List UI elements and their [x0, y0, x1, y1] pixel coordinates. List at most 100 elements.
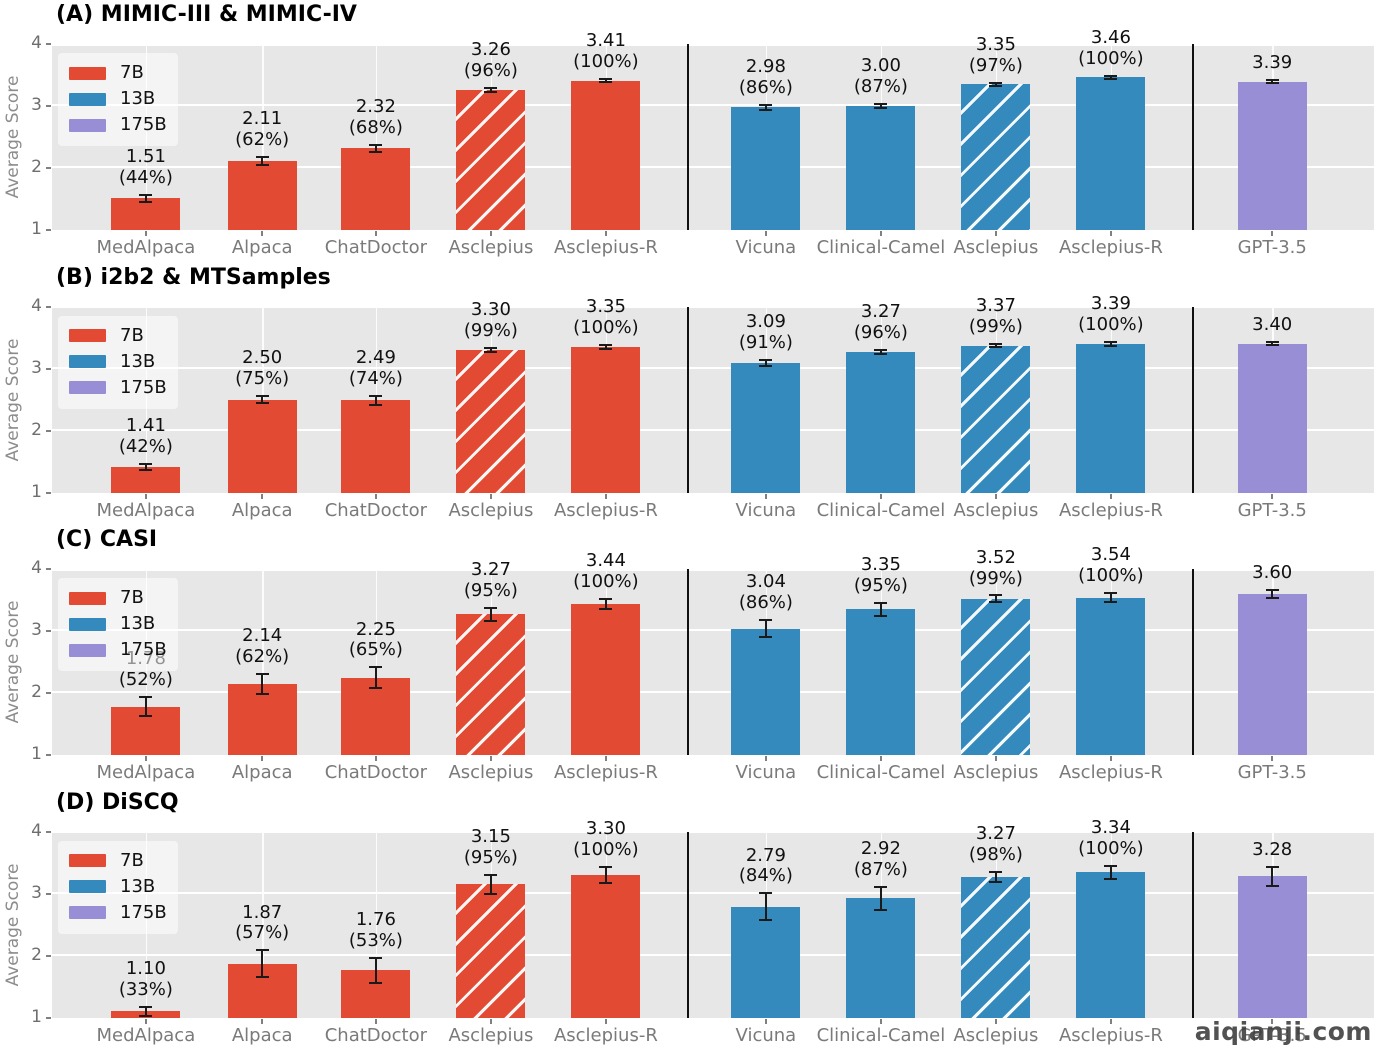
legend-label: 175B — [120, 114, 167, 135]
error-bar-cap-top — [484, 346, 498, 349]
bar-percent: (100%) — [1078, 314, 1144, 336]
bar-value-label: 2.32 (68%) — [349, 96, 403, 139]
error-bar-line — [489, 86, 492, 93]
y-tick-label: 4 — [31, 820, 42, 841]
error-bar-line — [994, 81, 997, 87]
error-bar-cap-top — [369, 394, 383, 397]
bar-value: 3.34 — [1090, 817, 1131, 839]
bar-value-label: 2.49 (74%) — [349, 346, 403, 390]
error-bar-line — [879, 886, 882, 911]
legend-swatch-7b — [69, 854, 106, 867]
error-bar-cap-bottom — [874, 107, 888, 110]
error-bar-cap-top — [1265, 341, 1279, 344]
legend-swatch-13b — [69, 92, 106, 106]
error-bar-cap-top — [874, 886, 888, 889]
x-tick-mark — [374, 493, 377, 499]
x-tick-mark — [764, 493, 767, 499]
error-bar — [874, 886, 888, 911]
error-bar-cap-bottom — [139, 469, 153, 472]
bar-percent: (86%) — [738, 592, 793, 614]
x-tick-label: MedAlpaca — [96, 1024, 196, 1046]
grid-line-vertical — [375, 831, 378, 1018]
x-tick-label: Asclepius — [448, 499, 534, 521]
error-bar-cap-top — [1265, 865, 1279, 868]
error-bar-cap-bottom — [255, 164, 269, 167]
error-bar-line — [489, 346, 492, 353]
error-bar-cap-bottom — [989, 880, 1003, 883]
error-bar-cap-bottom — [874, 352, 888, 355]
bar-clinical-camel — [846, 106, 916, 230]
bar-value: 3.39 — [1252, 52, 1293, 74]
error-bar-cap-bottom — [759, 364, 773, 367]
bar-percent: (95%) — [853, 575, 908, 596]
bar-percent: (100%) — [573, 838, 639, 860]
error-bar-cap-bottom — [255, 693, 269, 696]
bar-value: 3.28 — [1252, 838, 1293, 860]
x-tick-mark — [879, 493, 882, 499]
plot-area: 1.51 (44%) MedAlpaca 2.11 (62%) Alpaca 2.32 (68… — [52, 27, 1374, 258]
error-bar-line — [994, 594, 997, 604]
legend-swatch-175b — [69, 906, 106, 919]
error-bar-line — [764, 359, 767, 367]
x-tick-label: MedAlpaca — [96, 237, 196, 258]
bar-clinical-camel — [846, 351, 916, 493]
y-tick-label: 1 — [31, 1006, 42, 1027]
bar-percent: (62%) — [235, 646, 290, 668]
error-bar-line — [489, 873, 492, 895]
bar-percent: (42%) — [118, 435, 173, 457]
bar-value: 2.49 — [355, 346, 396, 368]
x-tick-mark — [144, 756, 147, 761]
error-bar-cap-top — [1104, 591, 1118, 594]
error-bar — [989, 343, 1003, 349]
bar-asclepius — [961, 598, 1031, 755]
error-bar-cap-top — [599, 865, 613, 868]
error-bar — [1104, 341, 1118, 348]
bar-percent: (99%) — [968, 567, 1023, 589]
error-bar-line — [1271, 79, 1274, 85]
error-bar-line — [261, 156, 264, 167]
bar-percent: (53%) — [348, 929, 403, 951]
bar-value-label: 1.41 (42%) — [118, 415, 173, 458]
error-bar-cap-bottom — [139, 715, 153, 718]
error-bar-cap-bottom — [1265, 596, 1279, 599]
error-bar — [1265, 341, 1279, 347]
bar-value: 3.30 — [585, 817, 626, 839]
bar-value-label: 2.11 (62%) — [235, 109, 289, 151]
x-tick-label: Asclepius — [448, 762, 534, 783]
error-bar-line — [764, 619, 767, 638]
bar-percent: (87%) — [853, 76, 908, 98]
error-bar-cap-bottom — [759, 918, 773, 921]
error-bar-cap-bottom — [484, 619, 498, 622]
error-bar-cap-bottom — [1265, 82, 1279, 85]
x-tick-label: Asclepius-R — [1058, 499, 1163, 521]
error-bar-cap-bottom — [874, 614, 888, 617]
legend-entry-13b: 13B — [69, 86, 167, 112]
error-bar-cap-bottom — [759, 635, 773, 638]
error-bar-cap-top — [759, 359, 773, 362]
bar-value-label: 2.14 (62%) — [235, 626, 289, 668]
bar-value: 3.41 — [585, 30, 626, 52]
x-tick-label: Asclepius-R — [553, 499, 658, 521]
bar-percent: (96%) — [853, 321, 908, 343]
error-bar-line — [144, 696, 147, 718]
error-bar-cap-top — [255, 156, 269, 159]
legend-entry-7b: 7B — [69, 60, 167, 86]
bar-value-label: 1.87 (57%) — [235, 902, 289, 945]
error-bar-cap-bottom — [989, 84, 1003, 87]
y-tick-label: 3 — [31, 882, 42, 903]
bar-asclepius-r — [571, 874, 641, 1018]
bar-percent: (62%) — [235, 129, 290, 151]
error-bar-cap-top — [484, 873, 498, 876]
error-bar — [989, 81, 1003, 87]
bar-value: 3.35 — [860, 554, 901, 576]
bar-alpaca — [227, 399, 297, 493]
grid-line-vertical — [375, 569, 378, 755]
error-bar-line — [374, 956, 377, 985]
bar-value: 2.79 — [745, 844, 786, 866]
y-axis-label: Average Score — [3, 863, 23, 986]
error-bar-line — [1109, 75, 1112, 80]
x-tick-mark — [489, 493, 492, 499]
bar-value-label: 3.37 (99%) — [969, 295, 1023, 338]
error-bar-cap-top — [139, 1005, 153, 1008]
error-bar — [874, 348, 888, 355]
